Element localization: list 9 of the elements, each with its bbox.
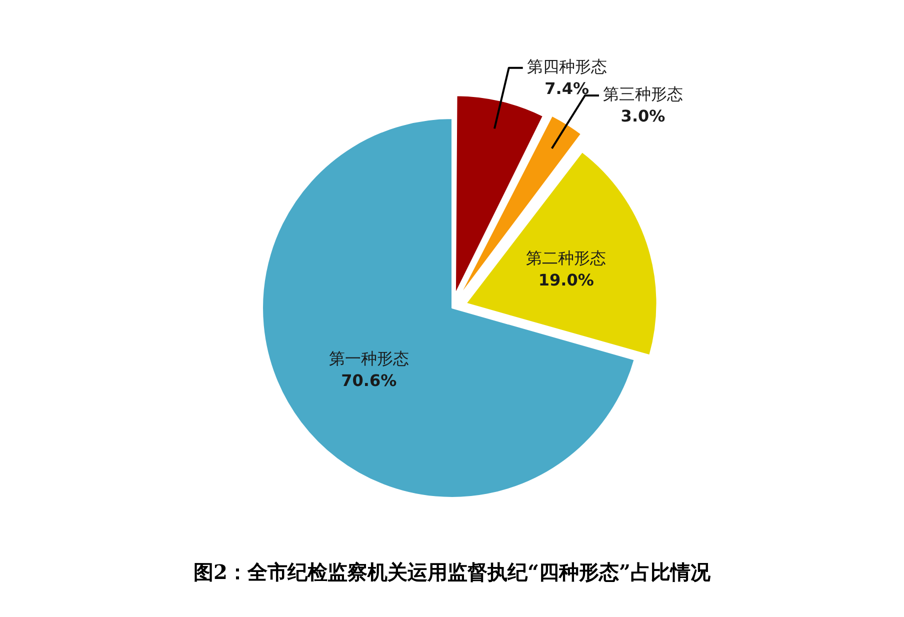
slice-label: 第二种形态	[526, 248, 606, 268]
data-label: 19.0%	[538, 270, 594, 290]
slice-label: 第四种形态	[526, 57, 607, 76]
text: 图2：全市纪检监察机关运用监督执纪“四种形态”占比情况	[194, 560, 712, 584]
data-label: 7.4%	[544, 79, 590, 98]
slice-label: 第三种形态	[602, 84, 683, 104]
data-label: 3.0%	[620, 106, 666, 126]
data-label: 70.6%	[341, 370, 397, 390]
slice-label: 第一种形态	[328, 348, 409, 368]
